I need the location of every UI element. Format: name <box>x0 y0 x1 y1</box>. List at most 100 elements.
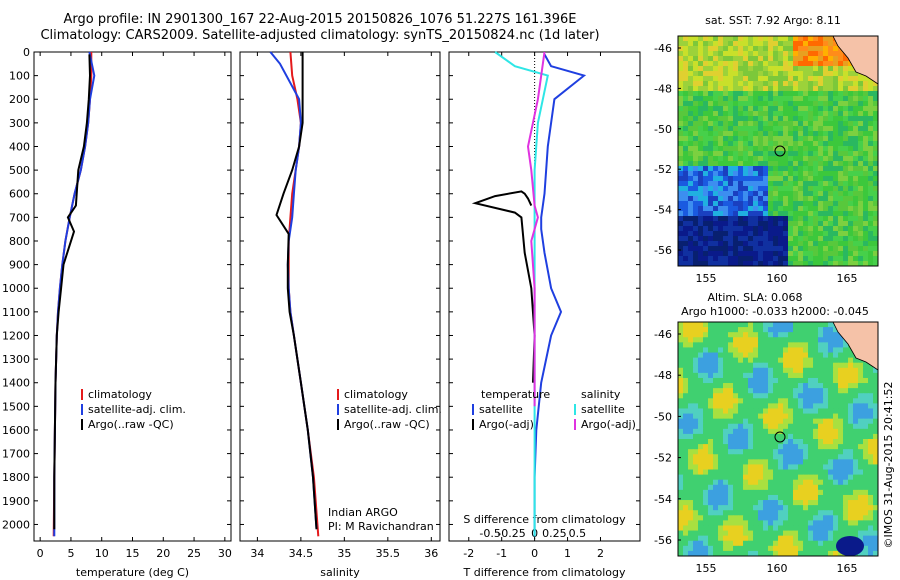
map-cell <box>823 221 829 227</box>
map-cell <box>693 101 699 107</box>
map-cell <box>733 56 739 62</box>
map-cell <box>793 484 799 491</box>
map-cell <box>843 176 849 182</box>
map-cell <box>843 71 849 77</box>
map-cell <box>713 433 719 440</box>
map-cell <box>853 146 859 152</box>
map-cell <box>788 106 794 112</box>
map-cell <box>723 186 729 192</box>
map-cell <box>723 469 729 476</box>
map-cell <box>728 530 734 537</box>
map-cell <box>743 246 749 252</box>
map-cell <box>698 377 704 384</box>
map-cell <box>868 383 874 389</box>
map-cell <box>853 151 859 157</box>
map-cell <box>733 357 739 364</box>
map-cell <box>838 191 844 197</box>
map-cell <box>748 377 754 384</box>
map-cell <box>798 206 804 212</box>
map-cell <box>833 510 839 516</box>
map-cell <box>703 136 709 142</box>
map-cell <box>828 454 834 460</box>
map-cell <box>703 101 709 107</box>
map-cell <box>703 196 709 202</box>
map-cell <box>788 226 794 232</box>
map-cell <box>778 141 784 147</box>
map-cell <box>828 535 834 542</box>
map-cell <box>698 520 704 526</box>
map-cell <box>838 377 844 384</box>
map-cell <box>823 101 829 107</box>
y-tick-label: 1500 <box>2 400 30 413</box>
map-cell <box>743 423 749 430</box>
x-tick-label: 34.5 <box>289 547 314 560</box>
map-cell <box>873 211 879 217</box>
map-cell <box>688 367 694 374</box>
map-cell <box>723 444 729 450</box>
map-cell <box>823 403 829 409</box>
map-cell <box>788 454 794 460</box>
map-cell <box>798 231 804 237</box>
map-cell <box>798 161 804 167</box>
map-cell <box>748 71 754 77</box>
map-cell <box>713 251 719 257</box>
map-cell <box>798 156 804 162</box>
map-cell <box>823 51 829 57</box>
map-cell <box>763 106 769 112</box>
map-cell <box>678 469 684 476</box>
map-cell <box>708 96 714 102</box>
map-cell <box>773 56 779 62</box>
map-cell <box>798 91 804 97</box>
map-cell <box>738 201 744 207</box>
map-cell <box>738 337 744 343</box>
map-cell <box>713 76 719 82</box>
map-cell <box>853 116 859 122</box>
map-cell <box>813 332 819 338</box>
map-cell <box>783 161 789 167</box>
map-cell <box>753 347 759 354</box>
map-cell <box>733 352 739 359</box>
map-cell <box>718 56 724 62</box>
map-cell <box>788 383 794 389</box>
map-cell <box>688 161 694 167</box>
map-cell <box>693 201 699 207</box>
map-cell <box>858 449 864 455</box>
map-cell <box>728 181 734 187</box>
map-cell <box>808 520 814 526</box>
map-cell <box>703 383 709 389</box>
map-cell <box>698 515 704 521</box>
map-cell <box>758 231 764 237</box>
map-cell <box>773 383 779 389</box>
map-cell <box>803 439 809 445</box>
map-cell <box>703 216 709 222</box>
map-cell <box>693 186 699 192</box>
map-cell <box>818 433 824 440</box>
map-cell <box>693 484 699 491</box>
map-cell <box>703 86 709 92</box>
map-cell <box>718 201 724 207</box>
map-cell <box>803 428 809 435</box>
map-cell <box>788 474 794 481</box>
map-cell <box>688 423 694 430</box>
map-cell <box>783 510 789 516</box>
map-cell <box>818 428 824 435</box>
map-cell <box>768 454 774 460</box>
map-cell <box>743 505 749 511</box>
map-cell <box>678 171 684 177</box>
map-cell <box>868 116 874 122</box>
map-cell <box>818 413 824 420</box>
map-cell <box>803 484 809 491</box>
map-cell <box>848 449 854 455</box>
legend-label: satellite <box>479 403 523 416</box>
map-cell <box>728 146 734 152</box>
map-cell <box>698 433 704 440</box>
map-cell <box>858 393 864 399</box>
map-cell <box>858 226 864 232</box>
map-cell <box>693 36 699 42</box>
map-cell <box>793 367 799 374</box>
map-cell <box>763 91 769 97</box>
map-cell <box>823 530 829 537</box>
map-cell <box>763 221 769 227</box>
map-cell <box>758 322 764 328</box>
map-cell <box>743 372 749 379</box>
